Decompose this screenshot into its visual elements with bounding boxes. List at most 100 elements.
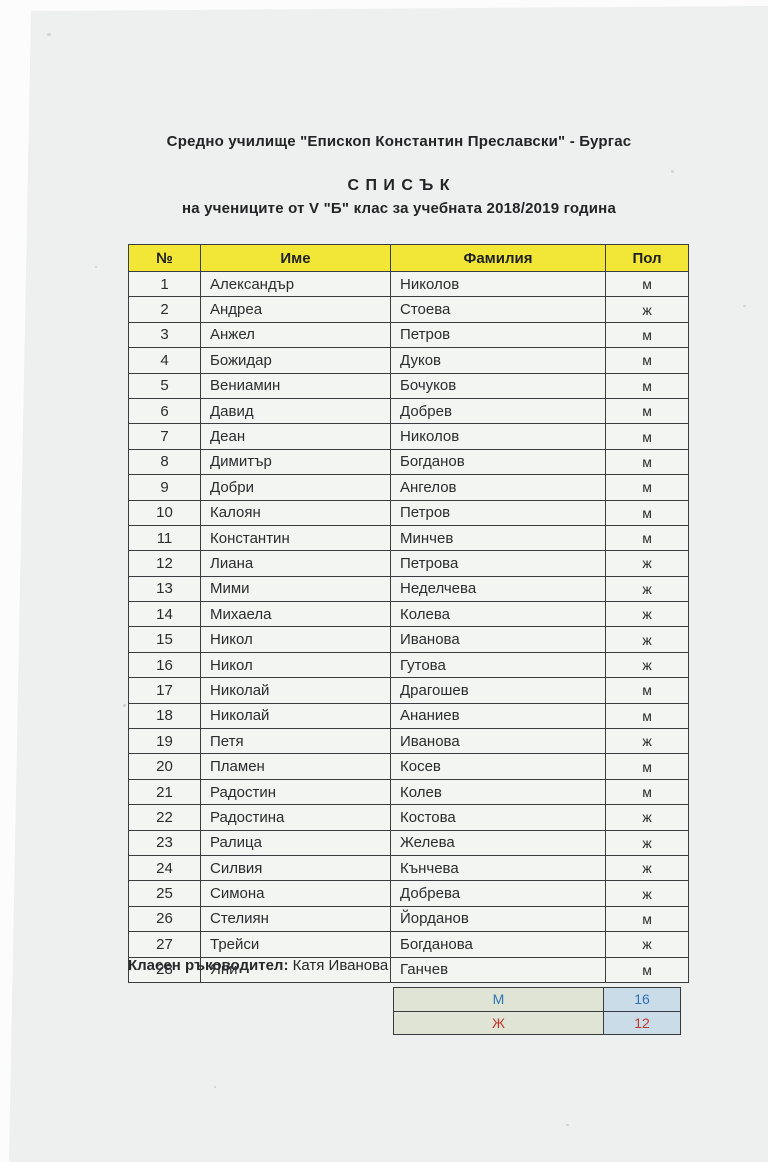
students-table-body: 1 Александър Николов м 2 Андреа Стоева ж… xyxy=(128,270,689,983)
dust-speck xyxy=(566,1124,569,1126)
dust-speck xyxy=(214,1086,216,1088)
student-row: 17 Николай Драгошев м xyxy=(128,677,689,704)
student-sex-cell: м xyxy=(605,347,689,374)
student-first-name-cell: Деан xyxy=(200,423,391,450)
dust-speck xyxy=(671,170,674,173)
dust-speck xyxy=(47,33,51,36)
student-last-name-cell: Петрова xyxy=(390,550,606,577)
student-number-cell: 13 xyxy=(128,575,201,603)
summary-row-male: М 16 xyxy=(393,987,681,1012)
student-number-cell: 14 xyxy=(128,601,201,628)
student-last-name-cell: Йорданов xyxy=(390,905,606,933)
student-sex-cell: м xyxy=(605,448,689,476)
student-last-name-cell: Богданов xyxy=(390,448,606,476)
summary-row-female: Ж 12 xyxy=(393,1010,681,1035)
dust-speck xyxy=(95,266,97,268)
student-first-name-cell: Пламен xyxy=(200,753,391,780)
student-first-name-cell: Силвия xyxy=(200,854,391,882)
student-first-name-cell: Андреа xyxy=(200,296,391,323)
student-number-cell: 26 xyxy=(128,905,201,933)
student-number-cell: 27 xyxy=(128,931,201,958)
student-last-name-cell: Колева xyxy=(390,601,606,628)
student-first-name-cell: Никол xyxy=(200,626,391,653)
list-title: С П И С Ъ К xyxy=(347,177,451,194)
student-sex-cell: м xyxy=(605,423,689,450)
student-last-name-cell: Косев xyxy=(390,753,606,780)
student-first-name-cell: Димитър xyxy=(200,448,391,476)
student-last-name-cell: Петров xyxy=(390,321,606,349)
student-number-cell: 9 xyxy=(128,474,201,501)
column-header-last-name: Фамилия xyxy=(390,244,606,272)
student-row: 5 Вениамин Бочуков м xyxy=(128,372,689,399)
summary-female-count: 12 xyxy=(603,1010,681,1035)
student-row: 2 Андреа Стоева ж xyxy=(128,296,689,323)
dust-speck xyxy=(123,704,126,707)
student-last-name-cell: Неделчева xyxy=(390,575,606,603)
student-number-cell: 24 xyxy=(128,854,201,882)
student-sex-cell: м xyxy=(605,905,689,933)
student-last-name-cell: Добрева xyxy=(390,880,606,907)
student-row: 25 Симона Добрева ж xyxy=(128,880,689,907)
student-sex-cell: м xyxy=(605,753,689,780)
student-row: 15 Никол Иванова ж xyxy=(128,626,689,653)
student-number-cell: 2 xyxy=(128,296,201,323)
student-last-name-cell: Петров xyxy=(390,499,606,526)
student-sex-cell: ж xyxy=(605,728,689,755)
student-row: 23 Ралица Желева ж xyxy=(128,829,689,856)
student-sex-cell: м xyxy=(605,778,689,806)
student-last-name-cell: Колев xyxy=(390,778,606,806)
dust-speck xyxy=(743,305,746,307)
student-first-name-cell: Трейси xyxy=(200,931,391,958)
student-sex-cell: ж xyxy=(605,931,689,958)
student-row: 11 Константин Минчев м xyxy=(128,524,689,552)
student-number-cell: 22 xyxy=(128,804,201,831)
student-first-name-cell: Петя xyxy=(200,728,391,755)
student-sex-cell: м xyxy=(605,270,689,298)
student-first-name-cell: Радостин xyxy=(200,778,391,806)
student-row: 13 Мими Неделчева ж xyxy=(128,575,689,603)
student-row: 10 Калоян Петров м xyxy=(128,499,689,526)
student-first-name-cell: Стелиян xyxy=(200,905,391,933)
student-last-name-cell: Иванова xyxy=(390,626,606,653)
class-teacher-label: Класен ръководител: xyxy=(128,957,289,974)
student-first-name-cell: Добри xyxy=(200,474,391,501)
student-row: 21 Радостин Колев м xyxy=(128,778,689,806)
student-number-cell: 3 xyxy=(128,321,201,349)
student-first-name-cell: Яни xyxy=(200,956,391,983)
student-first-name-cell: Лиана xyxy=(200,550,391,577)
student-first-name-cell: Анжел xyxy=(200,321,391,349)
student-sex-cell: м xyxy=(605,499,689,526)
student-first-name-cell: Вениамин xyxy=(200,372,391,399)
student-first-name-cell: Николай xyxy=(200,702,391,730)
student-sex-cell: ж xyxy=(605,854,689,882)
summary-female-label: Ж xyxy=(393,1010,604,1035)
student-first-name-cell: Ралица xyxy=(200,829,391,856)
student-sex-cell: ж xyxy=(605,550,689,577)
student-number-cell: 10 xyxy=(128,499,201,526)
student-row: 1 Александър Николов м xyxy=(128,270,689,298)
student-number-cell: 15 xyxy=(128,626,201,653)
student-number-cell: 7 xyxy=(128,423,201,450)
student-row: 20 Пламен Косев м xyxy=(128,753,689,780)
students-table-header-row: № Име Фамилия Пол xyxy=(128,244,689,272)
gender-summary-table: М 16 Ж 12 xyxy=(393,987,681,1035)
student-last-name-cell: Ананиев xyxy=(390,702,606,730)
student-number-cell: 11 xyxy=(128,524,201,552)
student-number-cell: 19 xyxy=(128,728,201,755)
summary-male-count: 16 xyxy=(603,987,681,1012)
student-sex-cell: ж xyxy=(605,651,689,679)
student-sex-cell: м xyxy=(605,524,689,552)
student-sex-cell: ж xyxy=(605,880,689,907)
student-row: 14 Михаела Колева ж xyxy=(128,601,689,628)
student-number-cell: 21 xyxy=(128,778,201,806)
student-last-name-cell: Костова xyxy=(390,804,606,831)
student-sex-cell: м xyxy=(605,397,689,425)
student-last-name-cell: Богданова xyxy=(390,931,606,958)
student-last-name-cell: Николов xyxy=(390,423,606,450)
student-last-name-cell: Желева xyxy=(390,829,606,856)
student-number-cell: 6 xyxy=(128,397,201,425)
student-first-name-cell: Александър xyxy=(200,270,391,298)
student-number-cell: 8 xyxy=(128,448,201,476)
student-last-name-cell: Добрев xyxy=(390,397,606,425)
